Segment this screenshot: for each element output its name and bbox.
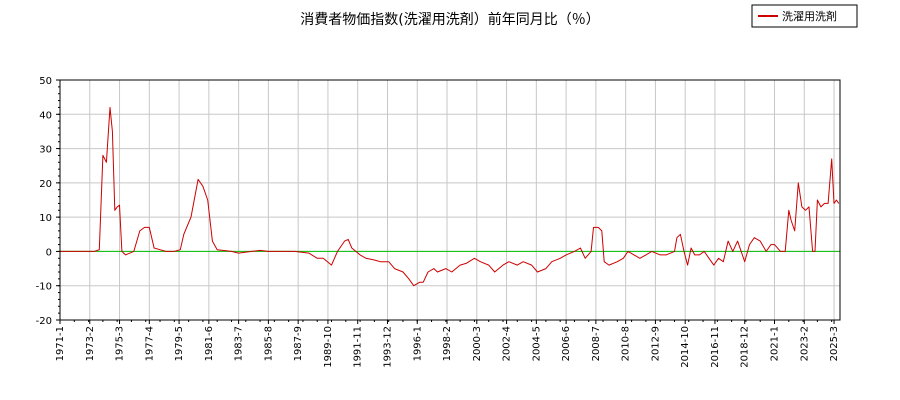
x-tick-label: 1987-9 (293, 326, 304, 361)
x-tick-label: 1998-2 (442, 326, 453, 361)
series-group (60, 106, 840, 287)
y-tick-label: 50 (39, 76, 52, 87)
x-tick-label: 2012-9 (650, 326, 661, 361)
chart-title: 消費者物価指数(洗濯用洗剤）前年同月比（％） (300, 11, 599, 28)
y-tick-label: 40 (39, 110, 52, 121)
grid (59, 79, 840, 321)
x-tick-label: 1985-8 (263, 326, 274, 361)
y-tick-label: -20 (36, 316, 52, 327)
legend-box (751, 4, 858, 28)
y-axis: -20 -10 0 10 20 30 40 50 (36, 76, 60, 327)
x-tick-label: 2010-8 (621, 326, 632, 361)
x-tick-label: 1989-10 (323, 326, 334, 368)
y-tick-label: 20 (39, 179, 52, 190)
x-tick-label: 2008-7 (591, 326, 602, 361)
x-tick-label: 2006-6 (561, 326, 572, 361)
x-tick-label: 1977-4 (144, 326, 155, 361)
x-tick-label: 2021-1 (770, 326, 781, 361)
x-tick-label: 2002-4 (502, 326, 513, 361)
x-tick-label: 2000-3 (472, 326, 483, 361)
x-tick-label: 1983-7 (234, 326, 245, 361)
x-tick-label: 1996-1 (412, 326, 423, 361)
x-tick-label: 2025-3 (829, 326, 840, 361)
x-tick-label: 1979-5 (174, 326, 185, 361)
x-tick-label: 1975-3 (115, 326, 126, 361)
x-tick-label: 2016-11 (710, 326, 721, 368)
y-tick-label: 10 (39, 213, 52, 224)
x-tick-label: 1971-1 (55, 326, 66, 361)
x-tick-label: 2014-10 (680, 326, 691, 368)
x-tick-label: 1973-2 (85, 326, 96, 361)
y-tick-label: -10 (36, 282, 52, 293)
x-tick-label: 1991-11 (353, 326, 364, 368)
x-tick-label: 1981-6 (204, 326, 215, 361)
legend-label-washing-detergent: 洗濯用洗剤 (782, 9, 837, 23)
x-axis: 1971-1 1973-2 1975-3 1977-4 1979-5 1981-6 1983… (55, 320, 840, 368)
legend: 洗濯用洗剤 (751, 4, 858, 28)
plot-frame (59, 79, 841, 321)
x-tick-label: 2023-2 (799, 326, 810, 361)
y-tick-label: 30 (39, 145, 52, 156)
x-tick-label: 1993-12 (382, 326, 393, 368)
series-line-0 (60, 106, 840, 287)
x-tick-label: 2004-5 (531, 326, 542, 361)
x-tick-label: 2018-12 (740, 326, 751, 368)
y-tick-label: 0 (46, 247, 52, 258)
